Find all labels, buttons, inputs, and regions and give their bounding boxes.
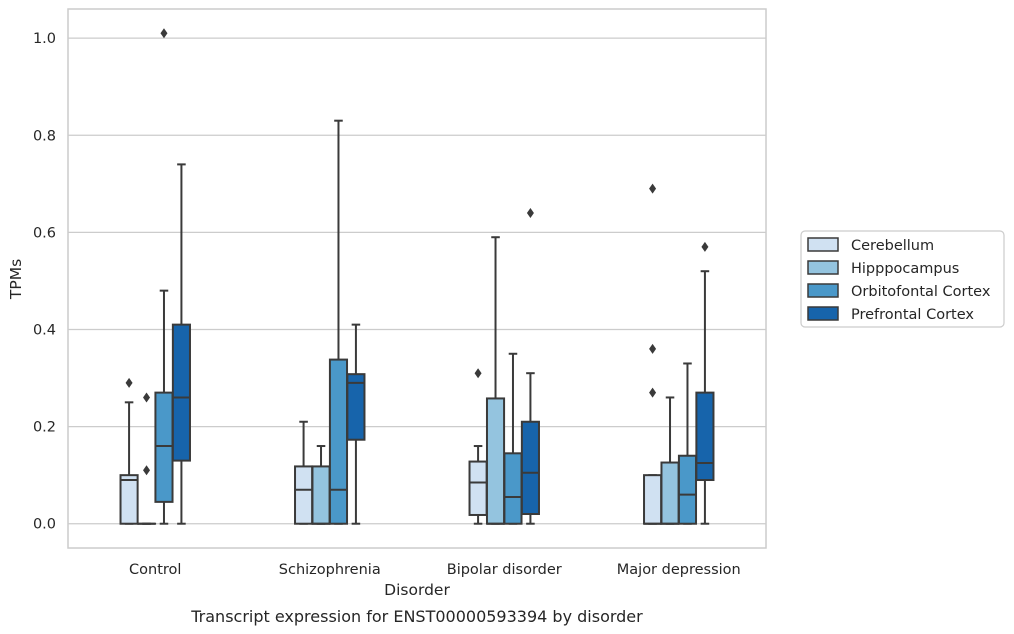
box-hipppocampus-control — [136, 392, 157, 525]
box-orbitofontal-cortex-schizophrenia — [328, 119, 349, 525]
box-cerebellum-control — [119, 377, 139, 525]
box-body — [485, 397, 506, 525]
figure-caption: Transcript expression for ENST0000059339… — [190, 607, 643, 626]
y-axis-label: TPMs — [7, 259, 25, 300]
outlier-point — [143, 465, 151, 476]
box-body — [695, 391, 715, 482]
box-body — [468, 460, 488, 516]
outlier-point — [649, 183, 657, 194]
box-body — [171, 323, 191, 462]
box-orbitofontal-cortex-bipolar-disorder — [503, 352, 523, 525]
legend-box — [800, 230, 1005, 328]
box-body — [643, 474, 663, 525]
y-axis: 0.0 0.2 0.4 0.6 0.8 1.0 — [33, 31, 56, 533]
box-cerebellum-major-depression — [643, 183, 663, 525]
x-tick-label: Schizophrenia — [279, 562, 381, 578]
outlier-point — [649, 387, 657, 398]
box-prefrontal-cortex-schizophrenia — [346, 323, 366, 525]
box-prefrontal-cortex-major-depression — [695, 241, 715, 525]
y-tick-label: 0.6 — [33, 225, 56, 241]
outlier-point — [160, 28, 168, 39]
outlier-point — [143, 392, 151, 403]
x-tick-label: Control — [129, 562, 181, 578]
legend-swatch — [807, 283, 839, 298]
legend-swatch — [807, 306, 839, 321]
x-axis: Control Schizophrenia Bipolar disorder Majo… — [129, 562, 741, 578]
box-body — [346, 373, 366, 441]
y-tick-label: 0.0 — [33, 517, 56, 533]
box-prefrontal-cortex-bipolar-disorder — [520, 207, 540, 525]
x-tick-label: Major depression — [617, 562, 741, 578]
box-body — [503, 452, 523, 525]
legend-label: Hipppocampus — [851, 261, 959, 277]
outlier-point — [701, 241, 709, 252]
y-tick-label: 0.2 — [33, 420, 56, 436]
box-prefrontal-cortex-control — [171, 163, 191, 525]
outlier-point — [125, 377, 133, 388]
outlier-point — [526, 207, 534, 218]
boxplot-series — [119, 28, 715, 525]
legend-swatch — [807, 260, 839, 275]
box-body — [520, 420, 540, 516]
box-body — [154, 391, 174, 503]
legend-label: Prefrontal Cortex — [851, 307, 974, 323]
outlier-point — [474, 368, 482, 379]
y-tick-label: 0.4 — [33, 322, 56, 338]
x-tick-label: Bipolar disorder — [447, 562, 562, 578]
legend-swatch — [807, 237, 839, 252]
outlier-point — [649, 343, 657, 354]
box-body — [660, 461, 680, 525]
box-body — [328, 358, 349, 525]
box-orbitofontal-cortex-major-depression — [677, 362, 698, 525]
legend-label: Cerebellum — [851, 238, 934, 254]
y-tick-label: 0.8 — [33, 128, 56, 144]
legend: Cerebellum Hipppocampus Orbitofontal Corte… — [800, 230, 1005, 328]
x-axis-label: Disorder — [384, 581, 450, 599]
box-body — [294, 465, 314, 525]
box-body — [311, 465, 331, 525]
box-body — [677, 454, 698, 525]
y-tick-label: 1.0 — [33, 31, 56, 47]
box-body — [119, 474, 139, 525]
legend-label: Orbitofontal Cortex — [851, 284, 991, 300]
